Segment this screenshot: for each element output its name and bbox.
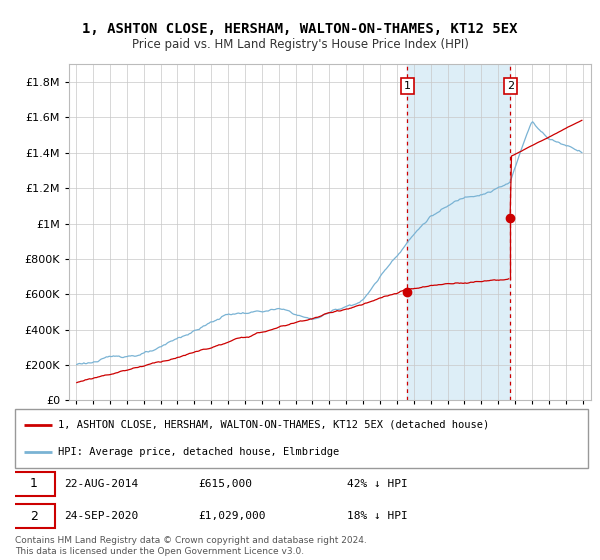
Text: 18% ↓ HPI: 18% ↓ HPI — [347, 511, 408, 521]
Text: 1: 1 — [29, 477, 38, 490]
Text: 24-SEP-2020: 24-SEP-2020 — [64, 511, 138, 521]
Text: 1, ASHTON CLOSE, HERSHAM, WALTON-ON-THAMES, KT12 5EX: 1, ASHTON CLOSE, HERSHAM, WALTON-ON-THAM… — [82, 22, 518, 36]
Text: 2: 2 — [507, 81, 514, 91]
Text: £1,029,000: £1,029,000 — [199, 511, 266, 521]
Text: Price paid vs. HM Land Registry's House Price Index (HPI): Price paid vs. HM Land Registry's House … — [131, 38, 469, 51]
Text: 1: 1 — [404, 81, 411, 91]
Text: 1, ASHTON CLOSE, HERSHAM, WALTON-ON-THAMES, KT12 5EX (detached house): 1, ASHTON CLOSE, HERSHAM, WALTON-ON-THAM… — [58, 419, 489, 430]
FancyBboxPatch shape — [15, 409, 588, 468]
Bar — [407, 64, 511, 400]
Text: Contains HM Land Registry data © Crown copyright and database right 2024.
This d: Contains HM Land Registry data © Crown c… — [15, 536, 367, 556]
Text: £615,000: £615,000 — [199, 479, 253, 489]
Text: 42% ↓ HPI: 42% ↓ HPI — [347, 479, 408, 489]
FancyBboxPatch shape — [12, 505, 55, 528]
Text: 2: 2 — [29, 510, 38, 523]
Text: HPI: Average price, detached house, Elmbridge: HPI: Average price, detached house, Elmb… — [58, 447, 339, 457]
FancyBboxPatch shape — [12, 472, 55, 496]
Text: 22-AUG-2014: 22-AUG-2014 — [64, 479, 138, 489]
